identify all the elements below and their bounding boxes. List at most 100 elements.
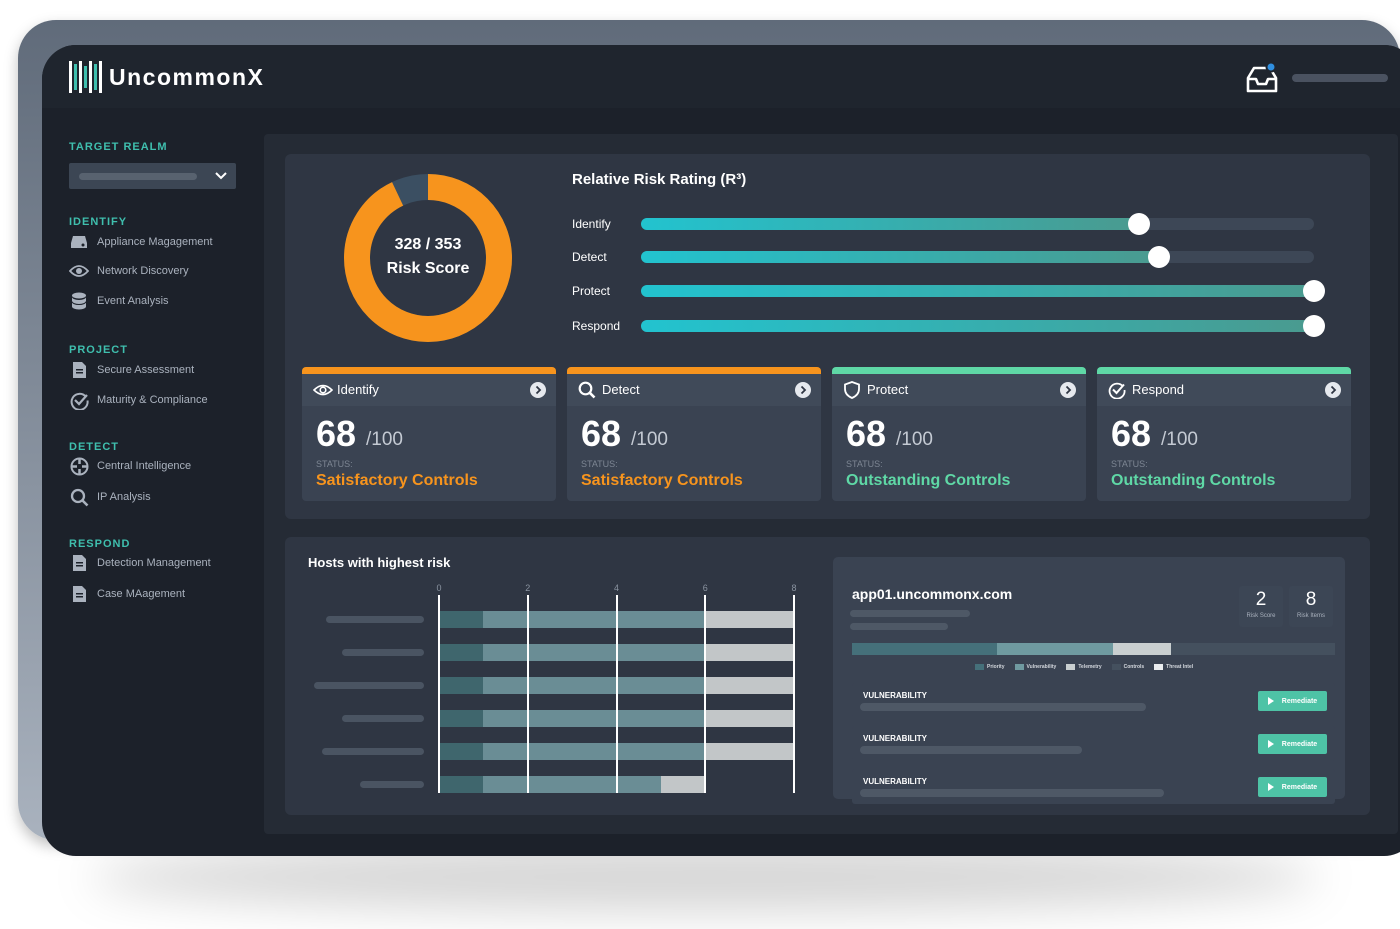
card-status-label: STATUS:	[316, 459, 353, 469]
sidebar-item[interactable]: Maturity & Compliance	[69, 389, 208, 411]
sidebar-item-label: Case MAagement	[97, 588, 186, 600]
sidebar-item-label: Appliance Magagement	[97, 236, 213, 248]
document-icon	[69, 553, 89, 573]
host-label	[326, 616, 424, 623]
legend-item: Priority	[975, 664, 1005, 670]
sidebar-item[interactable]: Network Discovery	[69, 260, 189, 282]
gridline	[526, 595, 529, 793]
card-detect[interactable]: Detect 68/100 STATUS: Satisfactory Controls	[567, 367, 821, 501]
slider-handle[interactable]	[1303, 280, 1325, 302]
eye-icon	[312, 381, 334, 399]
sidebar-item[interactable]: Appliance Magagement	[69, 231, 213, 253]
x-tick-label: 4	[613, 583, 619, 593]
bar-segment	[705, 644, 794, 661]
card-status-label: STATUS:	[846, 459, 883, 469]
top-bar: UncommonX	[42, 45, 1400, 108]
host-label	[360, 781, 424, 788]
card-respond[interactable]: Respond 68/100 STATUS: Outstanding Controls	[1097, 367, 1351, 501]
remediate-label: Remediate	[1281, 740, 1318, 748]
card-status: Outstanding Controls	[846, 472, 1011, 489]
bar-segment	[705, 677, 794, 694]
slider-track-protect[interactable]	[641, 280, 1325, 302]
bar-segment	[705, 710, 794, 727]
bar-segment	[483, 677, 706, 694]
vulnerability-description	[860, 746, 1082, 754]
legend-label: Controls	[1123, 664, 1145, 670]
slider-track-identify[interactable]	[641, 213, 1314, 235]
sidebar-item-label: Detection Management	[97, 557, 211, 569]
slider-track-detect[interactable]	[641, 246, 1314, 268]
inbox-icon[interactable]	[1244, 60, 1280, 96]
gridline	[615, 595, 618, 793]
chevron-right-icon[interactable]	[530, 382, 546, 398]
chevron-right-icon[interactable]	[795, 382, 811, 398]
legend-swatch	[1014, 664, 1024, 670]
card-header: Respond	[1097, 374, 1351, 406]
sidebar-item[interactable]: Secure Assessment	[69, 359, 194, 381]
bar-segment	[439, 611, 484, 628]
remediate-button[interactable]: Remediate	[1258, 734, 1327, 754]
target-realm-value	[79, 173, 197, 180]
remediate-button[interactable]: Remediate	[1258, 691, 1327, 711]
check-circle-icon	[1108, 381, 1126, 400]
slider-handle[interactable]	[1303, 315, 1325, 337]
slider-handle[interactable]	[1148, 246, 1171, 268]
sidebar-item[interactable]: Event Analysis	[69, 290, 169, 312]
slider-fill	[641, 285, 1314, 297]
relative-risk-title: Relative Risk Rating (R³)	[572, 171, 747, 188]
card-identify[interactable]: Identify 68/100 STATUS: Satisfactory Contro…	[302, 367, 556, 501]
card-header: Identify	[302, 374, 556, 406]
sidebar-item[interactable]: Detection Management	[69, 552, 211, 574]
play-icon	[1267, 697, 1274, 705]
card-accent	[1097, 367, 1351, 374]
card-protect[interactable]: Protect 68/100 STATUS: Outstanding Controls	[832, 367, 1086, 501]
shield-icon	[843, 381, 861, 399]
database-icon	[69, 291, 89, 311]
card-title: Protect	[867, 382, 909, 397]
bar-segment	[483, 710, 706, 727]
x-tick-label: 2	[525, 583, 531, 593]
sidebar-item-label: Maturity & Compliance	[97, 394, 208, 406]
card-max: /100	[366, 429, 403, 450]
x-tick-label: 0	[436, 583, 442, 593]
card-score: 68	[846, 413, 887, 454]
legend-item: Controls	[1111, 664, 1145, 670]
bar-segment	[439, 743, 484, 760]
card-accent	[567, 367, 821, 374]
remediate-button[interactable]: Remediate	[1258, 777, 1327, 797]
remediate-label: Remediate	[1281, 697, 1318, 705]
risk-score-stat-value: 2	[1255, 589, 1267, 610]
slider-label-detect: Detect	[572, 250, 607, 264]
card-max: /100	[1161, 429, 1198, 450]
chevron-right-icon[interactable]	[1325, 382, 1341, 398]
drive-icon	[69, 232, 89, 252]
vulnerability-row[interactable]: VULNERABILITY Remediate	[852, 726, 1335, 761]
sidebar-item-label: Central Intelligence	[97, 460, 192, 472]
target-realm-select[interactable]	[69, 163, 236, 189]
bar-segment	[660, 776, 706, 793]
slider-label-identify: Identify	[572, 217, 611, 231]
bar-segment	[483, 743, 706, 760]
user-menu[interactable]	[1292, 74, 1388, 82]
legend-item: Vulnerability	[1014, 664, 1056, 670]
host-name: app01.uncommonx.com	[852, 586, 1013, 602]
sidebar-item[interactable]: Case MAagement	[69, 583, 185, 605]
gridline	[438, 595, 440, 793]
sidebar-item[interactable]: Central Intelligence	[69, 455, 191, 477]
slider-handle[interactable]	[1128, 213, 1151, 235]
sidebar-item-label: IP Analysis	[97, 491, 151, 503]
search-icon	[578, 381, 596, 399]
card-status: Satisfactory Controls	[316, 472, 478, 489]
vulnerability-row[interactable]: VULNERABILITY Remediate	[852, 683, 1335, 718]
risk-items-stat-value: 8	[1305, 589, 1317, 610]
card-score: 68	[316, 413, 357, 454]
chevron-down-icon	[215, 172, 227, 180]
sidebar-item[interactable]: IP Analysis	[69, 486, 151, 508]
vulnerability-row[interactable]: VULNERABILITY Remediate	[852, 769, 1335, 804]
slider-track-respond[interactable]	[641, 315, 1325, 337]
card-max: /100	[896, 429, 933, 450]
host-label	[322, 748, 424, 755]
document-icon	[69, 360, 89, 380]
host-meta-line	[850, 610, 970, 617]
chevron-right-icon[interactable]	[1060, 382, 1076, 398]
